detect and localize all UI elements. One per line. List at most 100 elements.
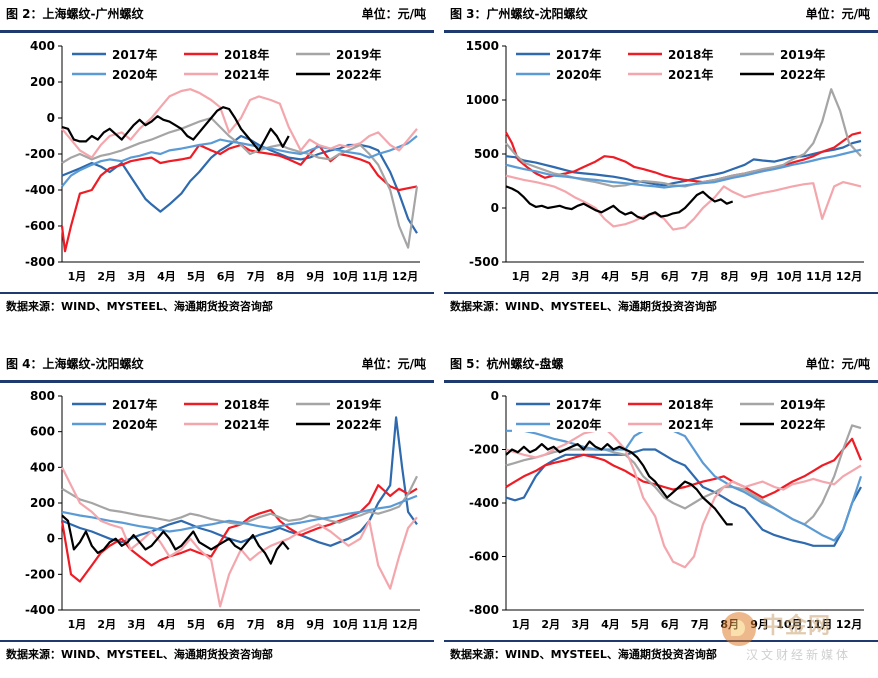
legend-label: 2021年 xyxy=(668,67,713,82)
legend-label: 2017年 xyxy=(112,397,157,412)
x-tick-label: 12月 xyxy=(836,618,862,631)
legend-label: 2020年 xyxy=(556,417,601,432)
x-tick-label: 3月 xyxy=(127,270,146,283)
legend-bg xyxy=(512,46,612,62)
y-tick-label: 200 xyxy=(30,75,55,89)
legend-label: 2021年 xyxy=(224,417,269,432)
series-line-2022年 xyxy=(61,514,290,565)
legend-bg xyxy=(68,66,168,82)
panel-shanghai-guangzhou: 图 2：上海螺纹-广州螺纹 单位：元/吨 400 200 0 -200 -400 -600… xyxy=(0,0,434,320)
header-rule xyxy=(0,30,434,33)
data-source: 数据来源：WIND、MYSTEEL、海通期货投资咨询部 xyxy=(6,300,273,313)
x-tick-label: 2月 xyxy=(97,618,116,631)
panel-unit: 单位：元/吨 xyxy=(805,357,870,371)
legend-bg xyxy=(512,396,612,412)
legend-bg xyxy=(180,46,280,62)
panel-title: 图 3：广州螺纹-沈阳螺纹 xyxy=(450,7,588,21)
legend-label: 2017年 xyxy=(112,47,157,62)
legend-bg xyxy=(292,66,392,82)
series-line-2018年 xyxy=(60,143,418,253)
panel-guangzhou-shenyang: 图 3：广州螺纹-沈阳螺纹 单位：元/吨 1500 1000 500 0 -500 1月 2… xyxy=(444,0,878,320)
x-tick-label: 6月 xyxy=(217,270,236,283)
panel-title: 图 4：上海螺纹-沈阳螺纹 xyxy=(6,357,144,371)
series-line-2018年 xyxy=(505,437,863,499)
legend-label: 2018年 xyxy=(668,47,713,62)
y-tick-label: 0 xyxy=(491,201,499,215)
y-tick-label: 400 xyxy=(30,460,55,474)
watermark-logo-icon xyxy=(722,612,756,646)
legend-bg xyxy=(736,66,836,82)
panel-unit: 单位：元/吨 xyxy=(805,7,870,21)
y-tick-label: 0 xyxy=(47,532,55,546)
x-tick-label: 11月 xyxy=(806,618,832,631)
x-tick-label: 11月 xyxy=(362,618,388,631)
chart-plot: 400 200 0 -200 -400 -600 -800 1月 2月 3月 4月 5月 6月 7月 8月 9… xyxy=(25,39,420,283)
x-tick-label: 1月 xyxy=(68,618,87,631)
legend-bg xyxy=(68,46,168,62)
series-line-2017年 xyxy=(505,448,862,547)
legend-bg xyxy=(624,396,724,412)
legend-label: 2021年 xyxy=(224,67,269,82)
series-line-2022年 xyxy=(505,185,734,220)
series-line-2021年 xyxy=(505,426,862,569)
watermark-subtitle: 汉文财经新媒体 xyxy=(746,648,852,662)
y-tick-label: -200 xyxy=(25,567,55,581)
panel-title: 图 2：上海螺纹-广州螺纹 xyxy=(6,7,144,21)
x-tick-label: 10月 xyxy=(776,270,802,283)
series-line-2020年 xyxy=(61,135,418,188)
legend-bg xyxy=(180,66,280,82)
y-tick-label: -400 xyxy=(25,183,55,197)
y-tick-label: -600 xyxy=(469,550,499,564)
x-tick-label: 7月 xyxy=(247,270,266,283)
x-tick-label: 9月 xyxy=(306,270,325,283)
series-line-2021年 xyxy=(61,466,418,608)
legend-label: 2017年 xyxy=(556,47,601,62)
x-tick-label: 7月 xyxy=(691,618,710,631)
chart-plot: 0-200-400-600-8001月2月3月4月5月6月7月8月9月10月11… xyxy=(469,389,864,631)
x-tick-label: 1月 xyxy=(512,270,531,283)
panel-header: 图 4：上海螺纹-沈阳螺纹 单位：元/吨 xyxy=(0,350,434,374)
legend-bg xyxy=(736,46,836,62)
legend-label: 2019年 xyxy=(336,47,381,62)
x-tick-label: 8月 xyxy=(276,270,295,283)
x-tick-label: 2月 xyxy=(97,270,116,283)
data-source: 数据来源：WIND、MYSTEEL、海通期货投资咨询部 xyxy=(6,648,273,661)
x-tick-label: 4月 xyxy=(157,618,176,631)
series-line-2020年 xyxy=(61,494,418,533)
x-tick-label: 5月 xyxy=(187,270,206,283)
y-tick-label: -200 xyxy=(469,443,499,457)
legend-label: 2022年 xyxy=(336,417,381,432)
legend-label: 2020年 xyxy=(112,417,157,432)
series-line-2022年 xyxy=(61,106,290,152)
legend-label: 2018年 xyxy=(224,397,269,412)
header-rule xyxy=(0,380,434,383)
legend-bg xyxy=(624,416,724,432)
series-line-2019年 xyxy=(61,475,418,526)
header-rule xyxy=(444,30,878,33)
x-tick-label: 3月 xyxy=(571,618,590,631)
panel-header: 图 2：上海螺纹-广州螺纹 单位：元/吨 xyxy=(0,0,434,24)
legend-bg xyxy=(736,396,836,412)
x-tick-label: 2月 xyxy=(541,270,560,283)
legend-label: 2018年 xyxy=(224,47,269,62)
x-tick-label: 9月 xyxy=(306,618,325,631)
chart-plot: 1500 1000 500 0 -500 1月 2月 3月 4月 5月 6月 7月 8月 9月 10月 11月… xyxy=(466,39,864,283)
legend-label: 2017年 xyxy=(556,397,601,412)
y-tick-label: 0 xyxy=(491,389,499,403)
x-tick-label: 5月 xyxy=(187,618,206,631)
x-tick-label: 7月 xyxy=(691,270,710,283)
series-line-2020年 xyxy=(506,426,863,542)
legend-bg xyxy=(292,46,392,62)
series-line-2021年 xyxy=(505,174,862,231)
panel-unit: 单位：元/吨 xyxy=(361,357,426,371)
x-tick-label: 12月 xyxy=(836,270,862,283)
watermark-text: 中金网 xyxy=(762,614,832,639)
x-tick-label: 6月 xyxy=(661,270,680,283)
y-tick-label: 1000 xyxy=(466,93,499,107)
x-tick-label: 2月 xyxy=(541,618,560,631)
panel-unit: 单位：元/吨 xyxy=(361,7,426,21)
source-rule xyxy=(0,292,434,294)
x-tick-label: 10月 xyxy=(776,618,802,631)
chart-plot: 800 600 400 200 0 -200 -400 1月 2月 3月 4月 5月 6月 7月 8月 9月 1… xyxy=(25,389,420,631)
legend-label: 2022年 xyxy=(780,67,825,82)
